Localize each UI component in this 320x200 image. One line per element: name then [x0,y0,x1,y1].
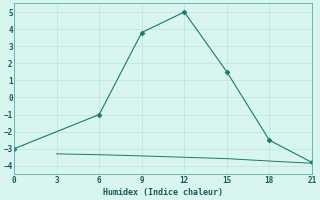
X-axis label: Humidex (Indice chaleur): Humidex (Indice chaleur) [103,188,223,197]
